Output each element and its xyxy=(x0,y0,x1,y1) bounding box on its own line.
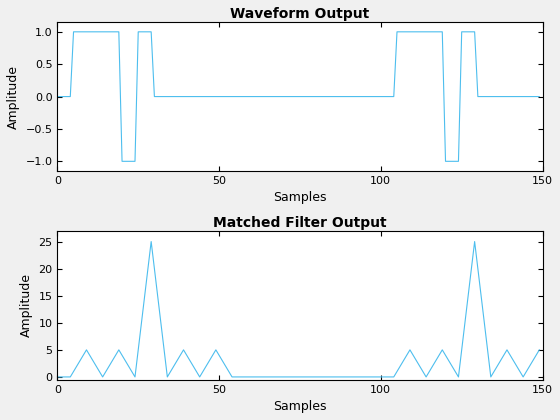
X-axis label: Samples: Samples xyxy=(273,400,326,413)
X-axis label: Samples: Samples xyxy=(273,192,326,205)
Title: Waveform Output: Waveform Output xyxy=(230,7,370,21)
Title: Matched Filter Output: Matched Filter Output xyxy=(213,215,387,230)
Y-axis label: Amplitude: Amplitude xyxy=(20,273,33,337)
Y-axis label: Amplitude: Amplitude xyxy=(7,65,20,129)
